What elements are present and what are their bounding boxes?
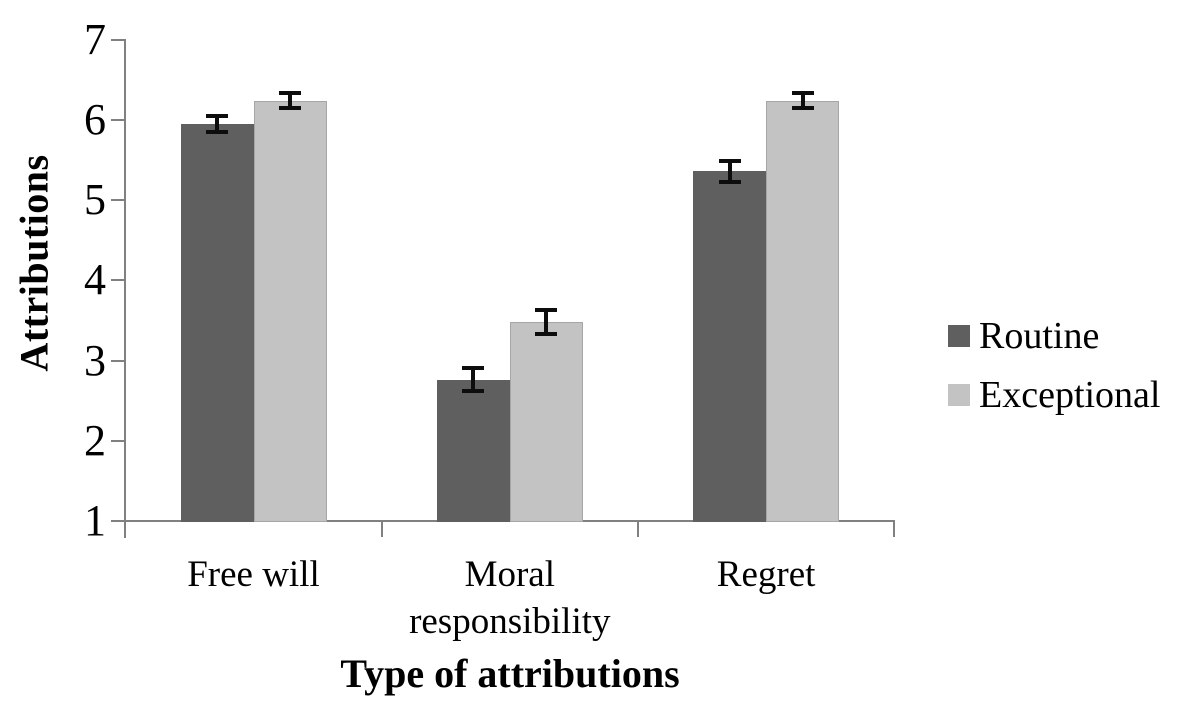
x-axis-tick [636, 521, 639, 537]
bar-routine-1 [436, 379, 510, 522]
error-bar-stem [288, 94, 292, 108]
legend-swatch-routine [948, 325, 970, 347]
y-axis-tick [111, 359, 124, 362]
error-bar-cap-top [535, 307, 558, 312]
y-axis-tick-label: 2 [84, 415, 106, 465]
y-axis-tick [111, 199, 124, 202]
error-bar-cap-bottom [206, 130, 228, 135]
error-bar-stem [471, 369, 476, 391]
y-axis-tick [111, 439, 124, 442]
error-bar-cap-bottom [535, 332, 558, 337]
error-bar-cap-bottom [791, 106, 814, 111]
bar-exceptional-2 [766, 100, 840, 522]
legend-label-routine: Routine [979, 315, 1100, 357]
legend-swatch-exceptional [948, 384, 970, 406]
legend-item-exceptional: Exceptional [948, 371, 1160, 419]
x-category-label-0: Free will [187, 554, 320, 595]
y-axis-tick [111, 119, 124, 122]
error-bar-cap-top [279, 91, 301, 96]
bar-routine-2 [693, 171, 767, 522]
error-bar-stem [544, 310, 549, 334]
error-bar-cap-top [791, 91, 814, 96]
y-axis-tick-label: 1 [84, 496, 106, 545]
x-category-label-1: Moral responsibility [409, 554, 611, 642]
y-axis-tick-label: 6 [84, 95, 106, 145]
error-bar-cap-bottom [462, 389, 485, 394]
y-axis-tick [111, 38, 124, 41]
error-bar-stem [727, 161, 732, 182]
error-bar-cap-top [206, 113, 228, 118]
legend-label-exceptional: Exceptional [979, 374, 1161, 416]
y-axis-tick [111, 279, 124, 282]
y-axis-tick-label: 7 [84, 14, 106, 64]
y-axis-tick [111, 520, 124, 522]
y-axis-tick-label: 3 [84, 335, 106, 385]
error-bar-cap-bottom [279, 106, 301, 111]
x-axis-title: Type of attributions [340, 651, 680, 696]
y-axis-line [124, 39, 126, 538]
x-axis-tick [893, 521, 896, 537]
y-axis-tick-label: 4 [84, 255, 106, 305]
error-bar-cap-bottom [718, 180, 741, 185]
bar-routine-0 [180, 124, 254, 522]
y-axis-tick-label: 5 [84, 175, 106, 225]
error-bar-cap-top [462, 366, 485, 371]
error-bar-cap-top [718, 158, 741, 163]
bar-exceptional-0 [253, 100, 327, 522]
legend: Routine Exceptional [948, 312, 1160, 419]
error-bar-stem [215, 116, 219, 132]
x-axis-tick [380, 521, 383, 537]
legend-item-routine: Routine [948, 312, 1160, 360]
bar-exceptional-1 [509, 322, 583, 522]
x-category-label-2: Regret [716, 554, 816, 595]
error-bar-stem [800, 94, 805, 108]
